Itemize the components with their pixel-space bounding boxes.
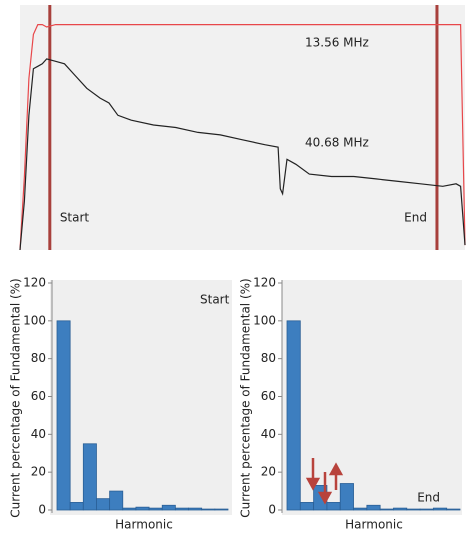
- bar: [188, 507, 203, 511]
- bar: [161, 504, 176, 511]
- arrow-head: [317, 491, 333, 505]
- bar: [432, 507, 448, 511]
- bar: [393, 507, 408, 511]
- bar: [122, 507, 137, 511]
- bar: [379, 508, 394, 511]
- bar: [82, 443, 97, 511]
- trace: [19, 58, 466, 251]
- arrow-head: [305, 477, 321, 491]
- bar: [326, 502, 341, 511]
- y-tick-label: 40: [31, 427, 46, 441]
- y-tick-label: 60: [261, 389, 276, 403]
- trace: [19, 24, 466, 251]
- y-tick-label: 20: [261, 465, 276, 479]
- bar: [148, 507, 163, 511]
- bar: [339, 483, 354, 511]
- arrows: [305, 458, 344, 505]
- panel-annotation: Start: [200, 293, 230, 307]
- y-tick-label: 120: [253, 276, 276, 290]
- y-tick-label: 80: [261, 351, 276, 365]
- y-tick-label: 0: [38, 503, 46, 517]
- bar: [201, 508, 216, 511]
- x-axis-label: Harmonic: [115, 518, 173, 532]
- bar: [366, 504, 381, 511]
- bar: [69, 502, 84, 511]
- bar: [214, 508, 229, 511]
- panel-annotation: End: [417, 491, 440, 505]
- y-tick-label: 20: [31, 465, 46, 479]
- panel-background: [50, 280, 232, 515]
- bar: [406, 508, 421, 511]
- y-tick-label: 100: [253, 313, 276, 327]
- bar: [96, 498, 111, 511]
- y-tick-label: 80: [31, 351, 46, 365]
- bar: [353, 507, 368, 511]
- trace-background: [20, 5, 465, 250]
- trace-label: 13.56 MHz: [305, 36, 369, 50]
- bar: [109, 490, 124, 511]
- y-tick-label: 40: [261, 427, 276, 441]
- y-axis-label: Current percentage of Fundamental (%): [239, 278, 253, 517]
- y-tick-label: 0: [268, 503, 276, 517]
- marker-label: Start: [60, 211, 90, 225]
- bar: [286, 320, 301, 511]
- arrow-head: [328, 462, 344, 476]
- y-tick-label: 100: [23, 313, 46, 327]
- bar: [135, 506, 150, 511]
- bar: [174, 507, 189, 511]
- y-tick-label: 60: [31, 389, 46, 403]
- bar: [299, 502, 315, 511]
- bar: [446, 508, 461, 511]
- y-axis-label: Current percentage of Fundamental (%): [9, 278, 23, 517]
- y-tick-label: 120: [23, 276, 46, 290]
- trace-label: 40.68 MHz: [305, 136, 369, 150]
- marker-label: End: [404, 211, 427, 225]
- bar: [419, 508, 434, 511]
- bar: [56, 320, 71, 511]
- x-axis-label: Harmonic: [345, 518, 403, 532]
